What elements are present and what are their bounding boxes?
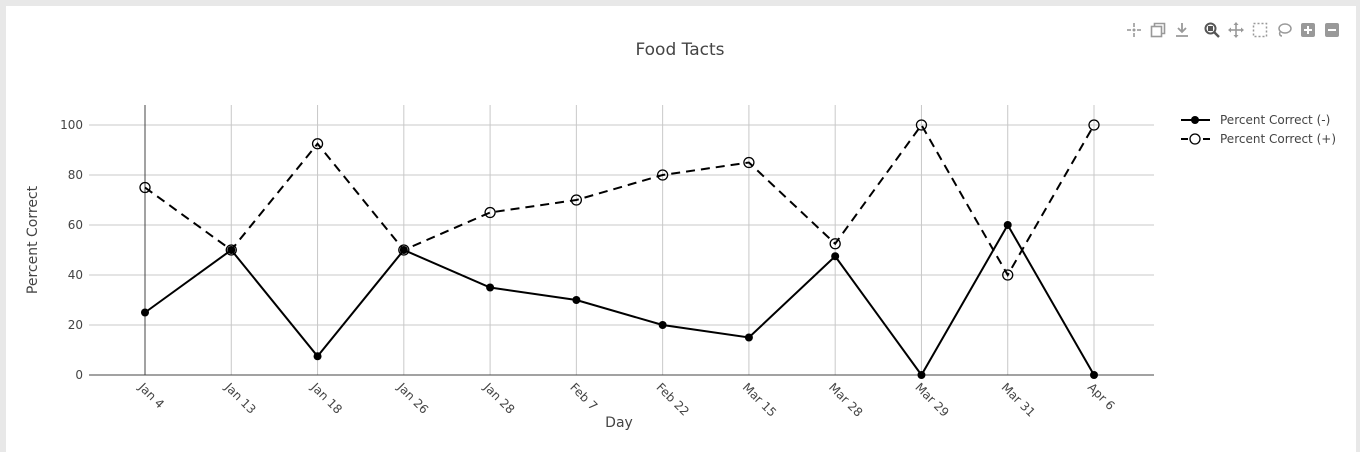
lasso-select-icon[interactable] (1272, 20, 1296, 40)
data-point-plus[interactable] (139, 181, 151, 194)
box-select-icon[interactable] (1248, 20, 1272, 40)
y-tick-label: 0 (75, 368, 83, 382)
data-point-minus[interactable] (313, 352, 322, 361)
copy-icon[interactable] (1146, 20, 1170, 40)
data-point-minus[interactable] (658, 321, 667, 329)
data-point-plus[interactable] (484, 206, 496, 219)
legend-item-minus[interactable]: Percent Correct (-) (1181, 113, 1330, 127)
x-axis-label: Day (605, 415, 633, 431)
data-point-minus[interactable] (744, 333, 753, 342)
x-tick-label: Mar 29 (912, 380, 951, 419)
series-line-plus (144, 123, 1095, 278)
data-point-plus[interactable] (570, 194, 583, 206)
x-tick-label: Feb 22 (654, 380, 692, 418)
data-point-minus[interactable] (486, 283, 495, 292)
y-tick-label: 100 (60, 118, 83, 132)
series-line-minus (144, 222, 1095, 377)
x-tick-label: Apr 6 (1085, 380, 1118, 413)
data-point-minus[interactable] (831, 252, 840, 261)
legend-item-plus[interactable]: Percent Correct (+) (1181, 132, 1336, 146)
modebar (1122, 20, 1344, 40)
data-point-plus[interactable] (829, 238, 841, 250)
series-layer[interactable] (139, 119, 1100, 379)
x-tick-labels: Jan 4 Jan 13 Jan 18 Jan 26 Jan 28 Feb 7 Feb 22… (135, 380, 1117, 420)
data-point-plus[interactable] (398, 244, 410, 256)
y-axis-label: Percent Correct (25, 185, 41, 294)
data-point-plus[interactable] (225, 244, 237, 256)
axes (89, 105, 1154, 376)
data-point-minus[interactable] (572, 296, 581, 304)
legend-label: Percent Correct (+) (1220, 132, 1336, 146)
legend[interactable]: Percent Correct (-) Percent Correct (+) (1181, 113, 1336, 146)
x-tick-label: Jan 13 (221, 380, 258, 417)
zoom-icon[interactable] (1200, 20, 1224, 40)
toggle-spike-lines-icon[interactable] (1122, 20, 1146, 40)
legend-marker (1189, 133, 1201, 145)
data-point-plus[interactable] (1002, 269, 1014, 281)
data-point-plus[interactable] (743, 156, 755, 169)
x-tick-label: Jan 4 (135, 380, 167, 412)
legend-marker (1191, 116, 1199, 124)
data-point-minus[interactable] (1003, 221, 1012, 229)
download-icon[interactable] (1170, 20, 1194, 40)
y-tick-label: 40 (68, 268, 83, 282)
legend-label: Percent Correct (-) (1220, 113, 1330, 127)
x-tick-label: Jan 26 (394, 380, 431, 417)
x-tick-label: Jan 18 (308, 380, 345, 417)
y-tick-labels: 0 20 40 60 80 100 (60, 118, 83, 382)
data-point-plus[interactable] (915, 119, 928, 131)
data-point-minus[interactable] (1090, 371, 1098, 379)
data-point-plus[interactable] (311, 138, 324, 150)
zoom-in-icon[interactable] (1296, 20, 1320, 40)
x-tick-label: Mar 15 (740, 380, 779, 419)
data-point-minus[interactable] (141, 308, 149, 317)
x-tick-label: Feb 7 (567, 380, 600, 413)
pan-icon[interactable] (1224, 20, 1248, 40)
x-tick-label: Mar 28 (826, 380, 865, 419)
zoom-out-icon[interactable] (1320, 20, 1344, 40)
chart-title: Food Tacts (635, 40, 724, 60)
y-tick-label: 80 (68, 168, 83, 182)
x-tick-label: Jan 28 (480, 380, 517, 417)
data-point-plus[interactable] (656, 169, 669, 181)
y-tick-label: 60 (68, 218, 83, 232)
gridlines (89, 105, 1154, 375)
x-tick-label: Mar 31 (999, 380, 1038, 419)
data-point-plus[interactable] (1088, 119, 1100, 131)
data-point-minus[interactable] (917, 371, 926, 379)
y-tick-label: 20 (68, 318, 83, 332)
